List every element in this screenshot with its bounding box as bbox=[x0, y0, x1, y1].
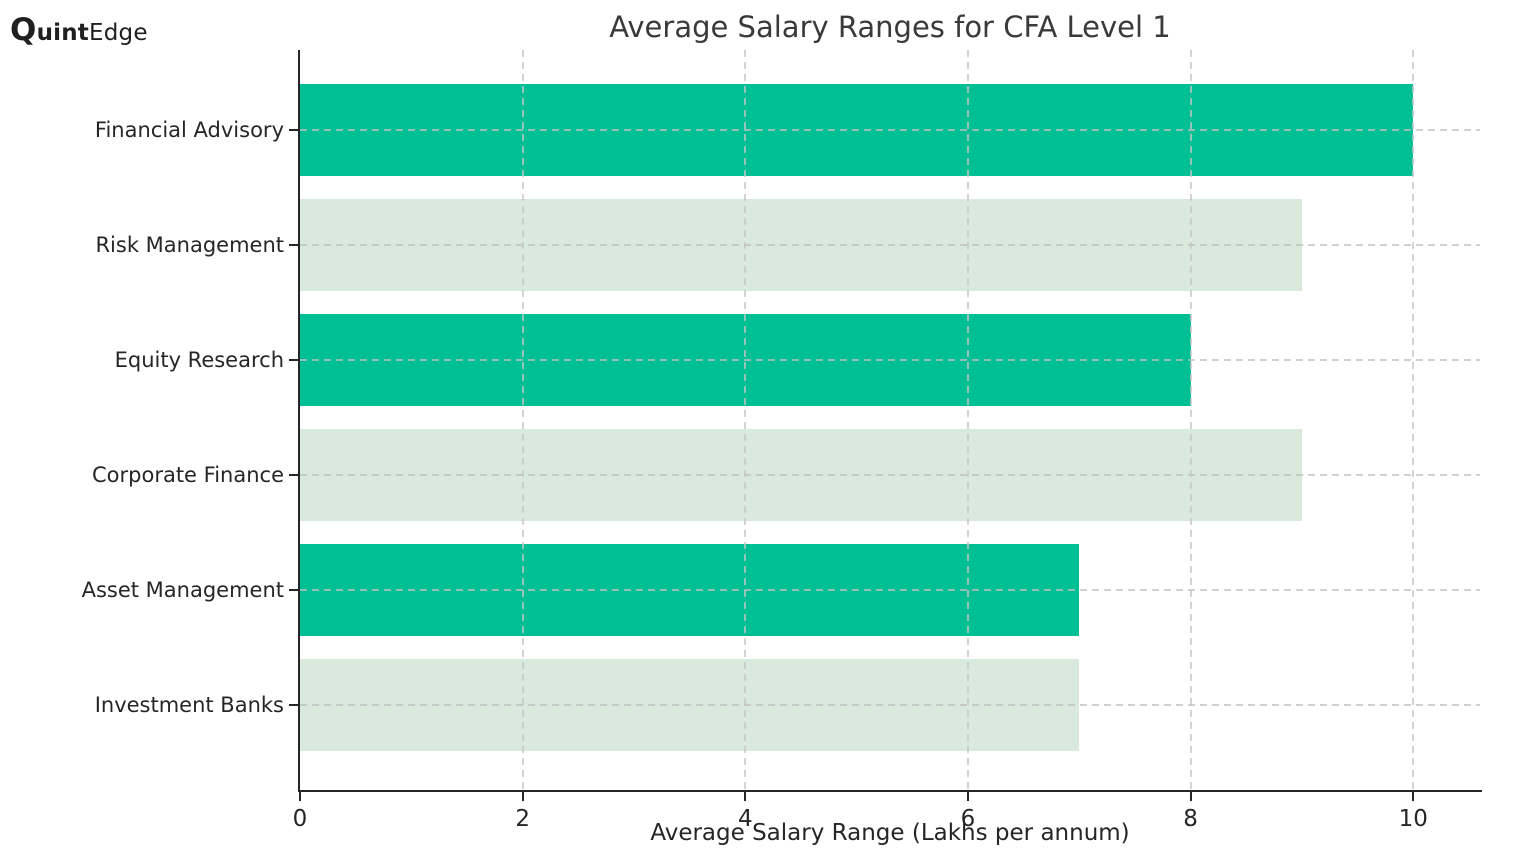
y-tick-mark bbox=[289, 703, 298, 706]
category-label: Asset Management bbox=[81, 577, 284, 602]
y-tick-mark bbox=[289, 588, 298, 591]
x-tick-label: 8 bbox=[1183, 806, 1198, 832]
x-tick-mark bbox=[1189, 792, 1192, 801]
logo-edge-text: Edge bbox=[89, 20, 148, 46]
category-label: Corporate Finance bbox=[92, 462, 284, 487]
x-tick-label: 10 bbox=[1398, 806, 1428, 832]
category-label: Risk Management bbox=[95, 232, 284, 257]
logo-q-mark: Q bbox=[10, 12, 37, 48]
x-tick-label: 2 bbox=[515, 806, 530, 832]
x-tick-mark bbox=[966, 792, 969, 801]
x-tick-label: 6 bbox=[960, 806, 976, 832]
h-gridline bbox=[300, 128, 1480, 131]
h-gridline bbox=[300, 473, 1480, 476]
x-tick-mark bbox=[744, 792, 747, 801]
category-label: Equity Research bbox=[114, 347, 284, 372]
plot-area: 0 2 4 6 8 10 Financial Advisory Risk Management… bbox=[82, 50, 1482, 832]
logo-quint-text: uint bbox=[36, 20, 89, 46]
x-axis-label: Average Salary Range (Lakhs per annum) bbox=[650, 820, 1130, 846]
x-tick-mark bbox=[521, 792, 524, 801]
x-axis-spine bbox=[298, 790, 1482, 792]
x-tick-mark bbox=[1412, 792, 1415, 801]
x-tick-label: 0 bbox=[292, 806, 308, 832]
y-tick-mark bbox=[289, 473, 298, 476]
h-gridline bbox=[300, 588, 1480, 591]
v-gridline bbox=[1189, 50, 1192, 790]
y-tick-mark bbox=[289, 128, 298, 131]
chart-title: Average Salary Ranges for CFA Level 1 bbox=[609, 10, 1171, 44]
y-tick-mark bbox=[289, 243, 298, 246]
x-tick-mark bbox=[299, 792, 301, 801]
category-label: Investment Banks bbox=[94, 692, 284, 717]
y-tick-mark bbox=[289, 358, 298, 361]
v-gridline bbox=[521, 50, 524, 790]
v-gridline bbox=[744, 50, 747, 790]
v-gridline bbox=[1412, 50, 1415, 790]
x-tick-label: 4 bbox=[737, 806, 753, 832]
y-axis-spine bbox=[298, 50, 300, 792]
h-gridline bbox=[300, 243, 1480, 246]
v-gridline bbox=[966, 50, 969, 790]
h-gridline bbox=[300, 703, 1480, 706]
category-label: Financial Advisory bbox=[94, 117, 284, 142]
h-gridline bbox=[300, 358, 1480, 361]
